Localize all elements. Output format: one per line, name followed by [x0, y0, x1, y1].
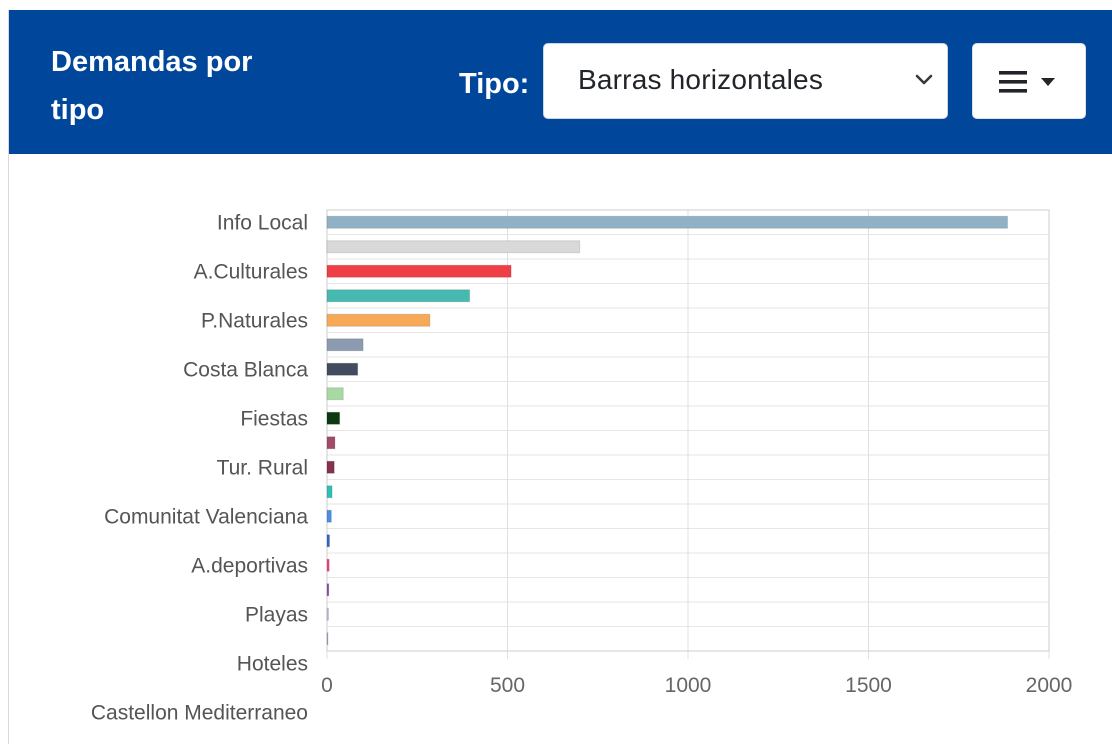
card-header: Demandas por tipo Tipo: Barras horizonta… [9, 10, 1112, 154]
chevron-down-icon [915, 74, 933, 85]
card-title: Demandas por tipo [51, 46, 253, 126]
menu-button[interactable] [972, 43, 1086, 119]
chart-type-select-value: Barras horizontales [578, 64, 824, 95]
caret-down-icon [1041, 78, 1055, 86]
tipo-label: Tipo: [459, 68, 530, 100]
chart-card: Demandas por tipo Tipo: Barras horizonta… [8, 10, 1112, 744]
chart-type-select[interactable]: Barras horizontales [543, 43, 948, 119]
hamburger-icon [999, 71, 1027, 93]
